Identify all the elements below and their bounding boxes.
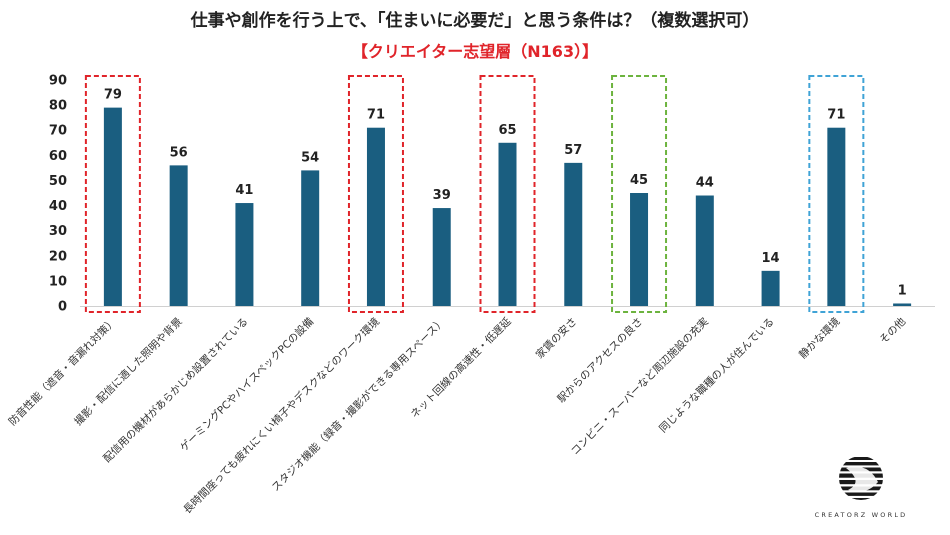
category-label: その他 bbox=[877, 315, 909, 347]
data-label: 45 bbox=[630, 173, 648, 188]
bar bbox=[893, 303, 912, 306]
y-tick-label: 50 bbox=[49, 174, 67, 189]
category-label: 静かな環境 bbox=[796, 315, 842, 361]
y-tick-label: 40 bbox=[49, 199, 67, 214]
highlight-box-blue bbox=[808, 75, 865, 313]
highlight-box-red bbox=[347, 75, 404, 313]
bar bbox=[630, 193, 649, 306]
data-label: 44 bbox=[696, 176, 714, 191]
category-label: 配信用の機材があらかじめ設置されている bbox=[101, 315, 251, 465]
category-label: 防音性能（遮音・音漏れ対策） bbox=[6, 315, 119, 428]
bar bbox=[432, 208, 451, 306]
bar bbox=[498, 142, 517, 306]
y-tick-label: 90 bbox=[49, 74, 67, 89]
data-label: 1 bbox=[898, 283, 907, 298]
y-tick-label: 10 bbox=[49, 274, 67, 289]
category-label: ゲーミングPCやハイスペックPCの設備 bbox=[177, 315, 316, 454]
bar bbox=[235, 203, 254, 306]
data-label: 79 bbox=[104, 88, 122, 103]
data-label: 65 bbox=[498, 123, 516, 138]
bar bbox=[103, 107, 122, 306]
bar bbox=[761, 270, 780, 306]
category-label: 同じような職種の人が住んでいる bbox=[657, 315, 777, 435]
data-label: 56 bbox=[170, 145, 188, 160]
bar bbox=[695, 195, 714, 306]
bar bbox=[169, 165, 188, 306]
bar bbox=[564, 162, 583, 306]
data-label: 57 bbox=[564, 143, 582, 158]
chart-title: 仕事や創作を行う上で、「住まいに必要だ」と思う条件は？（複数選択可） bbox=[190, 11, 760, 31]
highlight-box-red bbox=[84, 75, 141, 313]
brand-name: CREATORZ WORLD bbox=[814, 511, 908, 519]
bar bbox=[301, 170, 320, 306]
data-label: 71 bbox=[367, 108, 385, 123]
y-tick-label: 60 bbox=[49, 149, 67, 164]
y-tick-label: 70 bbox=[49, 124, 67, 139]
highlight-box-green bbox=[611, 75, 668, 313]
data-label: 41 bbox=[235, 183, 253, 198]
y-tick-label: 20 bbox=[49, 249, 67, 264]
y-tick-label: 0 bbox=[58, 300, 67, 315]
data-label: 71 bbox=[827, 108, 845, 123]
striped-globe-logo-icon bbox=[839, 457, 883, 500]
y-tick-label: 80 bbox=[49, 99, 67, 114]
data-label: 14 bbox=[762, 251, 780, 266]
category-label: 家賃の安さ bbox=[533, 315, 579, 361]
y-tick-label: 30 bbox=[49, 224, 67, 239]
data-label: 54 bbox=[301, 150, 319, 165]
bar bbox=[827, 127, 846, 306]
category-label: 撮影・配信に適した照明や背景 bbox=[72, 315, 185, 428]
highlight-box-red bbox=[479, 75, 536, 313]
chart-subtitle: 【クリエイター志望層（N163）】 bbox=[351, 42, 599, 61]
data-label: 39 bbox=[433, 188, 451, 203]
bar bbox=[366, 127, 385, 306]
category-label: コンビニ・スーパーなど周辺施設の充実 bbox=[568, 315, 711, 458]
